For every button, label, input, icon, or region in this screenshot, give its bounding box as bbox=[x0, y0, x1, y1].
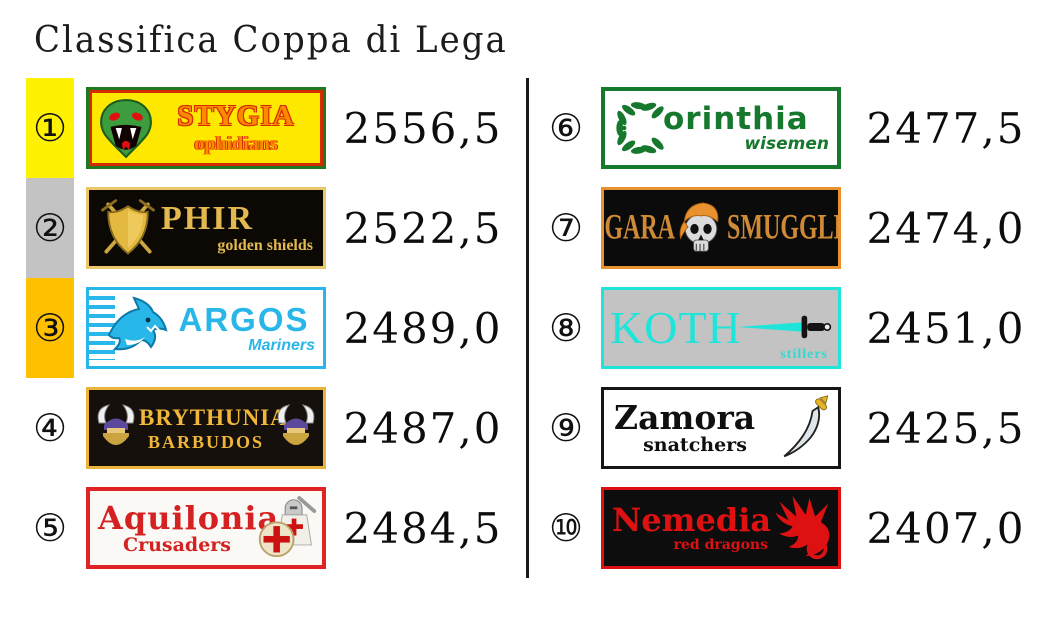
team-score: 2477,5 bbox=[866, 103, 1026, 153]
team-logo-nemedia: Nemedia red dragons bbox=[601, 487, 841, 569]
team-logo-zamora: Zamora snatchers bbox=[601, 387, 841, 469]
standings-column-right: ⑥ bbox=[535, 78, 1051, 578]
standings-row-4: ④ BRYTHUNIA BARBUDOS bbox=[26, 378, 520, 478]
rank-number: ⑥ bbox=[548, 106, 584, 150]
team-name: KOTH bbox=[610, 302, 742, 353]
rank-number: ④ bbox=[32, 406, 68, 450]
standings-row-5: ⑤ Aquilonia Crusaders bbox=[26, 478, 520, 578]
team-nickname: snatchers bbox=[643, 434, 747, 456]
team-nickname: SMUGGLERS bbox=[726, 207, 838, 247]
team-score: 2556,5 bbox=[343, 103, 503, 153]
team-logo-zingara: ZINGARA SMUGGLERS bbox=[601, 187, 841, 269]
team-text: ARGOS Mariners bbox=[173, 303, 315, 354]
team-name: BRYTHUNIA bbox=[139, 404, 288, 430]
team-text: BRYTHUNIA BARBUDOS bbox=[139, 404, 288, 452]
team-text: Aquilonia Crusaders bbox=[98, 498, 280, 556]
team-name: ZINGARA bbox=[604, 207, 675, 247]
rank-badge: ⑦ bbox=[543, 178, 589, 278]
standings-row-10: ⑩ Nemedia red dragons 2407,0 bbox=[535, 478, 1051, 578]
team-nickname: Crusaders bbox=[122, 533, 232, 556]
rank-badge-gold: ① bbox=[26, 78, 74, 178]
rank-number: ⑧ bbox=[548, 306, 584, 350]
viking-icon bbox=[277, 404, 315, 445]
dagger-icon bbox=[783, 395, 829, 458]
wave-stripes bbox=[89, 296, 115, 360]
skull-bandana-icon bbox=[679, 202, 719, 252]
team-logo-argos: ARGOS Mariners bbox=[86, 287, 326, 369]
rank-badge-silver: ② bbox=[26, 178, 74, 278]
standings-row-3: ③ ARGOS Mariners 2489,0 bbox=[26, 278, 520, 378]
dragon-icon bbox=[775, 495, 830, 560]
team-text: PHIR golden shields bbox=[161, 202, 313, 254]
team-nickname: wisemen bbox=[744, 133, 829, 154]
team-nickname: golden shields bbox=[217, 237, 313, 254]
rank-badge: ④ bbox=[26, 378, 74, 478]
rank-badge-bronze: ③ bbox=[26, 278, 74, 378]
shield-swords-icon bbox=[101, 199, 155, 255]
sword-icon bbox=[737, 315, 832, 339]
team-score: 2407,0 bbox=[866, 503, 1026, 553]
standings-board: ① STYGIA ophidians bbox=[26, 78, 1051, 578]
team-name: PHIR bbox=[161, 200, 254, 237]
rank-number: ⑦ bbox=[548, 206, 584, 250]
team-score: 2451,0 bbox=[866, 303, 1026, 353]
team-score: 2489,0 bbox=[343, 303, 503, 353]
team-name: STYGIA bbox=[177, 100, 295, 132]
rank-number: ⑤ bbox=[32, 506, 68, 550]
team-logo-aquilonia: Aquilonia Crusaders bbox=[86, 487, 326, 569]
rank-badge: ⑤ bbox=[26, 478, 74, 578]
team-nickname: Mariners bbox=[248, 336, 315, 354]
rank-badge: ⑩ bbox=[543, 478, 589, 578]
standings-row-1: ① STYGIA ophidians bbox=[26, 78, 520, 178]
team-score: 2484,5 bbox=[343, 503, 503, 553]
team-logo-phir: PHIR golden shields bbox=[86, 187, 326, 269]
team-text: Zamora snatchers bbox=[614, 401, 776, 455]
team-score: 2474,0 bbox=[866, 203, 1026, 253]
team-logo-brythunia: BRYTHUNIA BARBUDOS bbox=[86, 387, 326, 469]
team-nickname: ophidians bbox=[194, 133, 278, 155]
snake-icon bbox=[100, 99, 152, 159]
team-name: Zamora bbox=[614, 398, 756, 437]
team-text: KOTH bbox=[610, 305, 832, 351]
team-text: orinthia wisemen bbox=[663, 103, 829, 154]
standings-row-6: ⑥ bbox=[535, 78, 1051, 178]
rank-badge: ⑥ bbox=[543, 78, 589, 178]
standings-row-2: ② PHIR golden shi bbox=[26, 178, 520, 278]
team-score: 2425,5 bbox=[866, 403, 1026, 453]
standings-row-8: ⑧ KOTH stillers 2451,0 bbox=[535, 278, 1051, 378]
team-score: 2487,0 bbox=[343, 403, 503, 453]
team-name: Nemedia bbox=[612, 501, 772, 539]
page-title: Classifica Coppa di Lega bbox=[34, 18, 508, 62]
team-name: orinthia bbox=[663, 100, 809, 137]
team-text: Nemedia red dragons bbox=[612, 501, 772, 553]
rank-number: ① bbox=[32, 106, 68, 150]
team-logo-koth: KOTH stillers bbox=[601, 287, 841, 369]
team-nickname: red dragons bbox=[673, 537, 768, 553]
team-score: 2522,5 bbox=[343, 203, 503, 253]
standings-row-7: ⑦ ZINGARA SMUGGLERS bbox=[535, 178, 1051, 278]
shark-icon bbox=[107, 296, 168, 351]
crusader-icon bbox=[258, 496, 317, 558]
rank-number: ⑩ bbox=[548, 506, 584, 550]
standings-row-9: ⑨ Zamora snatchers 2425,5 bbox=[535, 378, 1051, 478]
rank-badge: ⑧ bbox=[543, 278, 589, 378]
team-nickname: BARBUDOS bbox=[147, 431, 265, 452]
team-text: STYGIA ophidians bbox=[157, 100, 315, 155]
rank-number: ⑨ bbox=[548, 406, 584, 450]
team-logo-corinthia: orinthia wisemen bbox=[601, 87, 841, 169]
laurel-c-icon bbox=[616, 102, 664, 154]
viking-icon bbox=[97, 404, 135, 445]
team-name: Aquilonia bbox=[98, 498, 280, 537]
standings-column-left: ① STYGIA ophidians bbox=[26, 78, 520, 578]
team-nickname: stillers bbox=[780, 347, 828, 362]
column-divider bbox=[526, 78, 529, 578]
rank-number: ③ bbox=[32, 306, 68, 350]
rank-badge: ⑨ bbox=[543, 378, 589, 478]
rank-number: ② bbox=[32, 206, 68, 250]
team-name: ARGOS bbox=[178, 300, 310, 338]
team-logo-stygia: STYGIA ophidians bbox=[86, 87, 326, 169]
